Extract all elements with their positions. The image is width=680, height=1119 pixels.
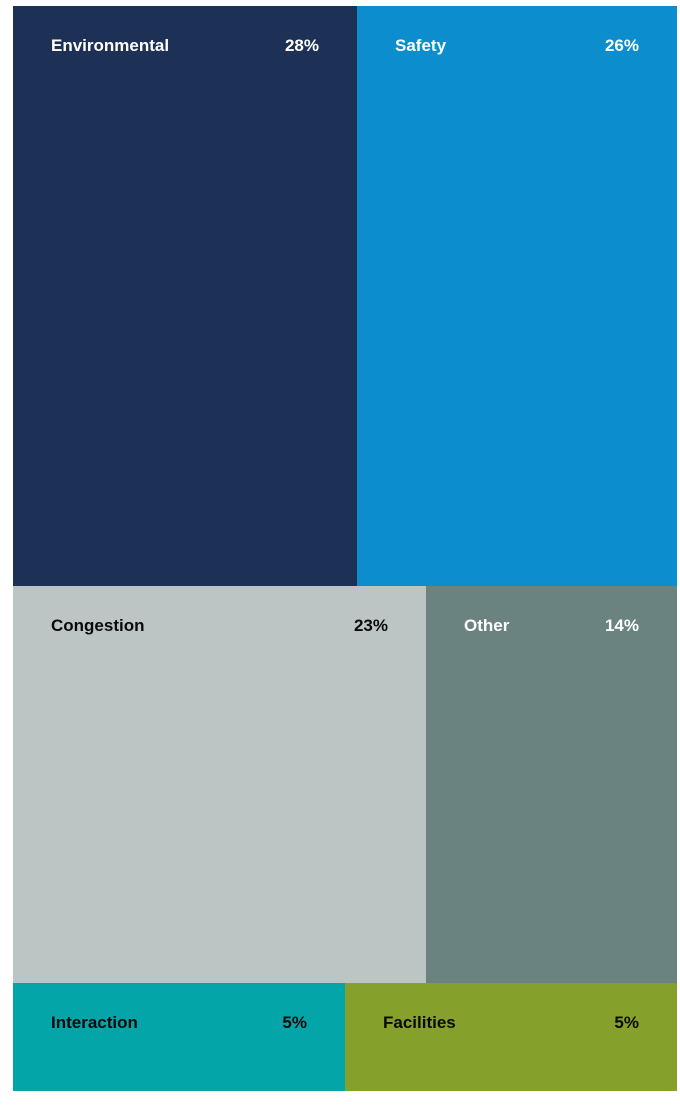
tile-label: Congestion [51,616,145,635]
treemap-tile-interaction: Interaction 5% [13,983,345,1091]
tile-label: Safety [395,36,447,55]
tile-label: Other [464,616,510,635]
tile-percentage: 23% [353,616,388,635]
tile-percentage: 26% [604,36,639,55]
treemap-tile-environmental: Environmental 28% [13,6,357,586]
tile-label: Facilities [383,1013,456,1032]
treemap-tile-safety: Safety 26% [357,6,677,586]
treemap-tile-facilities: Facilities 5% [345,983,677,1091]
tile-label: Environmental [51,36,170,55]
tile-label: Interaction [51,1013,138,1032]
tile-percentage: 5% [282,1013,307,1032]
treemap-tile-other: Other 14% [426,586,677,983]
tile-percentage: 14% [604,616,639,635]
treemap-chart: Environmental 28% Safety 26% Congestion 23% Ot… [13,6,677,1091]
tile-percentage: 5% [614,1013,639,1032]
treemap-tile-congestion: Congestion 23% [13,586,426,983]
tile-percentage: 28% [284,36,319,55]
